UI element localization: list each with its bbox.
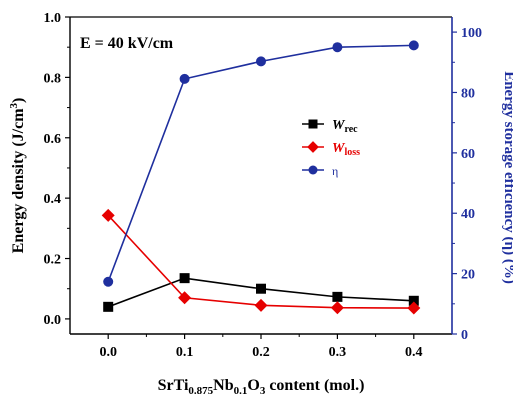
legend-marker-eta: [308, 165, 318, 175]
left-tick-label: 0.8: [44, 71, 62, 86]
x-tick-label: 0.2: [252, 345, 270, 360]
w-rec-point: [332, 291, 343, 302]
right-tick-label: 60: [461, 147, 475, 162]
legend-marker-w-rec: [308, 119, 318, 129]
x-axis-label: SrTi0.875Nb0.1O3 content (mol.): [158, 377, 365, 397]
right-tick-label: 80: [461, 86, 475, 101]
chart-annotation: E = 40 kV/cm: [80, 35, 174, 52]
w-loss-line: [107, 214, 414, 309]
x-tick-label: 0.3: [329, 345, 347, 360]
eta-point: [103, 276, 114, 287]
w-loss-point: [178, 291, 192, 305]
eta-point: [332, 42, 343, 53]
w-loss-point: [407, 301, 421, 315]
w-loss-point: [101, 208, 115, 222]
w-rec-point: [408, 295, 419, 306]
x-tick-label: 0.1: [176, 345, 194, 360]
w-loss-point: [254, 298, 268, 312]
legend-label-eta: η: [332, 164, 338, 178]
x-tick-label: 0.0: [99, 345, 117, 360]
eta-point: [179, 73, 190, 84]
axis-layer: 0.0 0.1 0.2 0.3 0.4 0.0 0.2 0.4 0.6 0.8 1.0 0 20 40 60…: [8, 11, 513, 397]
left-tick-label: 0.0: [44, 313, 62, 328]
eta-point: [408, 40, 419, 51]
left-tick-label: 0.4: [44, 192, 62, 207]
right-tick-label: 100: [461, 26, 482, 41]
right-tick-label: 20: [461, 268, 475, 283]
legend-marker-w-loss: [307, 141, 319, 153]
right-axis-label: Energy storage efficiency (η) (%): [501, 71, 513, 284]
eta-line: [107, 44, 414, 283]
legend-label-w-rec: Wrec: [332, 118, 358, 135]
legend: Wrec Wloss η: [302, 118, 360, 178]
eta-point: [256, 56, 266, 67]
right-tick-label: 40: [461, 207, 475, 222]
w-rec-point: [256, 283, 266, 294]
w-rec-point: [179, 273, 190, 284]
legend-label-w-loss: Wloss: [332, 141, 360, 158]
w-rec-point: [103, 301, 114, 312]
left-tick-label: 0.2: [44, 253, 62, 268]
series-layer: [101, 40, 421, 315]
left-axis-label: Energy density (J/cm3): [8, 98, 27, 254]
left-tick-label: 1.0: [44, 11, 62, 26]
left-tick-label: 0.6: [44, 132, 62, 147]
right-tick-label: 0: [461, 328, 468, 343]
w-loss-point: [330, 301, 344, 315]
x-tick-label: 0.4: [405, 345, 423, 360]
